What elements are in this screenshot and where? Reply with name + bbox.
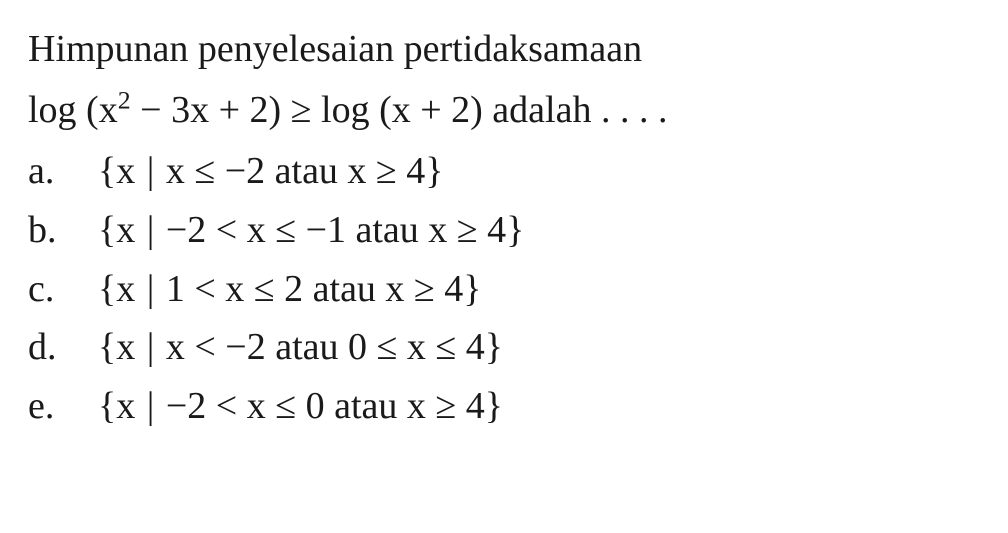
- option-letter: c.: [28, 260, 98, 319]
- options-list: a. {x | x ≤ −2 atau x ≥ 4} b. {x | −2 < …: [28, 142, 980, 436]
- option-content: {x | x < −2 atau 0 ≤ x ≤ 4}: [98, 318, 980, 377]
- question-line-2: log (x2 − 3x + 2) ≥ log (x + 2) adalah .…: [28, 81, 980, 140]
- option-row: d. {x | x < −2 atau 0 ≤ x ≤ 4}: [28, 318, 980, 377]
- option-row: b. {x | −2 < x ≤ −1 atau x ≥ 4}: [28, 201, 980, 260]
- option-letter: e.: [28, 377, 98, 436]
- option-content: {x | 1 < x ≤ 2 atau x ≥ 4}: [98, 260, 980, 319]
- option-row: c. {x | 1 < x ≤ 2 atau x ≥ 4}: [28, 260, 980, 319]
- option-content: {x | −2 < x ≤ 0 atau x ≥ 4}: [98, 377, 980, 436]
- option-letter: b.: [28, 201, 98, 260]
- option-letter: a.: [28, 142, 98, 201]
- question-line-1: Himpunan penyelesaian pertidaksamaan: [28, 20, 980, 79]
- option-content: {x | −2 < x ≤ −1 atau x ≥ 4}: [98, 201, 980, 260]
- option-content: {x | x ≤ −2 atau x ≥ 4}: [98, 142, 980, 201]
- option-letter: d.: [28, 318, 98, 377]
- option-row: e. {x | −2 < x ≤ 0 atau x ≥ 4}: [28, 377, 980, 436]
- option-row: a. {x | x ≤ −2 atau x ≥ 4}: [28, 142, 980, 201]
